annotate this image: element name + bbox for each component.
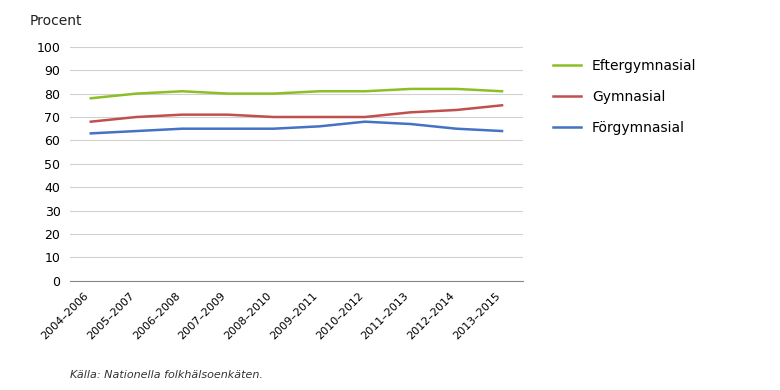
Text: Procent: Procent <box>30 14 82 28</box>
Förgymnasial <box>314 124 324 129</box>
Eftergymnasial <box>132 91 141 96</box>
Gymnasial <box>314 115 324 119</box>
Gymnasial <box>452 108 461 112</box>
Gymnasial <box>406 110 415 115</box>
Gymnasial <box>498 103 507 108</box>
Förgymnasial <box>498 129 507 133</box>
Förgymnasial <box>452 126 461 131</box>
Gymnasial <box>178 112 187 117</box>
Förgymnasial <box>86 131 95 136</box>
Förgymnasial <box>132 129 141 133</box>
Gymnasial <box>223 112 232 117</box>
Eftergymnasial <box>314 89 324 94</box>
Text: Källa: Nationella folkhälsoenkäten.: Källa: Nationella folkhälsoenkäten. <box>70 370 263 380</box>
Eftergymnasial <box>406 87 415 91</box>
Eftergymnasial <box>360 89 370 94</box>
Gymnasial <box>86 119 95 124</box>
Gymnasial <box>269 115 278 119</box>
Förgymnasial <box>406 122 415 126</box>
Förgymnasial <box>360 119 370 124</box>
Eftergymnasial <box>498 89 507 94</box>
Förgymnasial <box>178 126 187 131</box>
Eftergymnasial <box>178 89 187 94</box>
Gymnasial <box>132 115 141 119</box>
Gymnasial <box>360 115 370 119</box>
Eftergymnasial <box>86 96 95 101</box>
Eftergymnasial <box>269 91 278 96</box>
Eftergymnasial <box>452 87 461 91</box>
Line: Eftergymnasial: Eftergymnasial <box>90 89 502 98</box>
Line: Förgymnasial: Förgymnasial <box>90 122 502 133</box>
Förgymnasial <box>269 126 278 131</box>
Eftergymnasial <box>223 91 232 96</box>
Förgymnasial <box>223 126 232 131</box>
Line: Gymnasial: Gymnasial <box>90 105 502 122</box>
Legend: Eftergymnasial, Gymnasial, Förgymnasial: Eftergymnasial, Gymnasial, Förgymnasial <box>548 54 702 140</box>
